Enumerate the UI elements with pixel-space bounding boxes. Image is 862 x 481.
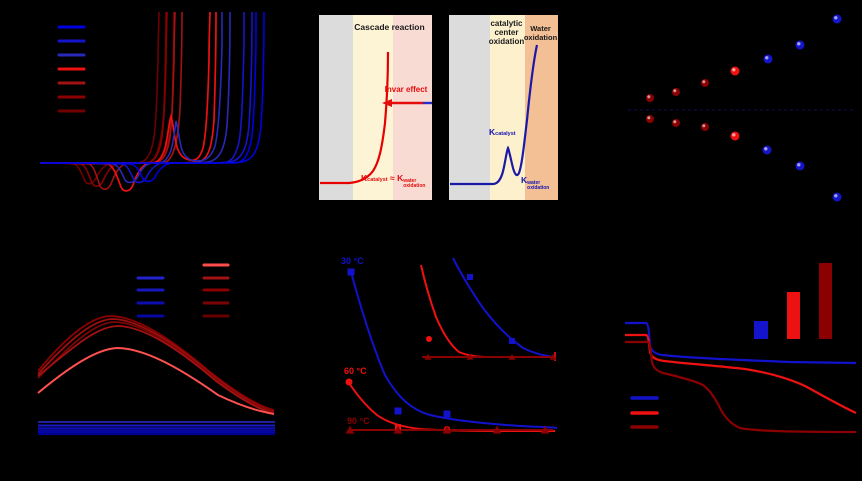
k-water-sub: water oxidation <box>527 180 550 191</box>
k-left-base: K <box>361 173 368 183</box>
scatter-point <box>701 79 709 87</box>
water-band-gray <box>449 15 490 200</box>
scatter-point <box>701 123 709 131</box>
water-title-right: Water oxidation <box>523 24 558 42</box>
k-equation-label: Kcatalyst ≈ Kwater oxidation <box>361 173 425 189</box>
bell-legend-red <box>202 263 230 318</box>
scatter-point <box>762 145 772 155</box>
retention-blue <box>625 321 857 365</box>
decay-marker <box>393 425 403 434</box>
k-water-label: Kwater oxidation <box>521 175 550 191</box>
scatter-points <box>646 14 842 202</box>
scatter-point <box>672 119 680 127</box>
bell-curve-darkred-1 <box>37 315 275 411</box>
temperature-label: 90 °C <box>347 416 370 426</box>
k-catalyst-label: Kcatalyst <box>489 127 516 137</box>
cv-curve-blue-1 <box>39 11 265 183</box>
retention-panel <box>625 263 857 434</box>
decay-marker <box>549 353 557 360</box>
scatter-point <box>730 66 740 76</box>
decay-marker <box>347 268 355 276</box>
scatter-point <box>646 94 654 102</box>
retention-darkred <box>625 340 857 434</box>
water-curve <box>450 44 539 186</box>
decay-marker <box>424 353 432 360</box>
decay-marker <box>345 378 353 386</box>
decay-marker <box>442 425 452 434</box>
decay-marker <box>394 407 402 415</box>
retention-bar <box>819 263 832 339</box>
cascade-title: Cascade reaction <box>354 22 425 32</box>
decay-marker <box>466 353 474 360</box>
water-curve-layer <box>450 44 539 186</box>
decay-marker <box>426 336 432 342</box>
inset-decay-blue <box>452 257 556 358</box>
water-schematic-panel: catalytic center oxidation Water oxidati… <box>449 15 558 200</box>
retention-bar <box>754 321 768 339</box>
approx-symbol: ≈ <box>390 173 395 183</box>
decay-marker <box>443 410 451 418</box>
scatter-point <box>646 115 654 123</box>
scatter-point <box>795 161 805 171</box>
bell-curve-darkred-2 <box>37 318 275 413</box>
cascade-band-gray <box>319 15 353 200</box>
cv-legend <box>57 25 86 113</box>
decay-marker <box>508 353 516 360</box>
decay-markers <box>345 268 557 434</box>
k-left-sub: catalyst <box>367 177 388 183</box>
water-title-left: catalytic center oxidation <box>488 19 525 46</box>
decay-marker <box>345 425 355 434</box>
k-right-base: K <box>397 173 404 183</box>
cascade-curve <box>320 51 390 185</box>
temperature-label: 60 °C <box>344 366 367 376</box>
cascade-band-pink <box>393 15 432 200</box>
scatter-point <box>672 88 680 96</box>
decay-marker <box>509 338 515 344</box>
decay-marker <box>467 274 473 280</box>
scatter-point <box>763 54 773 64</box>
scatter-point <box>730 131 740 141</box>
decay-panel: 30 °C 60 °C 90 °C <box>341 256 558 434</box>
cv-panel <box>39 11 265 192</box>
cascade-curve-layer <box>320 51 432 185</box>
retention-bars <box>754 263 832 339</box>
invar-arrow-head <box>382 99 392 107</box>
decay-temp-labels: 30 °C 60 °C 90 °C <box>341 256 370 426</box>
cv-curve-darkred-2 <box>39 11 175 187</box>
bell-panel <box>37 263 275 436</box>
water-band-orange <box>525 15 558 200</box>
inset-decay-red <box>420 264 553 358</box>
scatter-point <box>832 14 842 24</box>
decay-marker <box>540 425 550 434</box>
cascade-schematic-panel: Cascade reaction Invar effect Kcatalyst … <box>319 15 432 200</box>
retention-legend <box>630 396 659 429</box>
scatter-point <box>832 192 842 202</box>
decay-red-60C <box>348 382 556 432</box>
invar-effect-label: Invar effect <box>384 85 428 94</box>
retention-red <box>625 333 857 414</box>
retention-bar <box>787 292 800 339</box>
decay-blue-30C <box>350 271 558 429</box>
bell-legend-blue <box>136 276 165 318</box>
bell-curve-darkred-4 <box>37 325 275 415</box>
scatter-point <box>795 40 805 50</box>
temperature-label: 30 °C <box>341 256 364 266</box>
bell-curve-salmon <box>37 346 275 415</box>
scatter-panel <box>628 14 856 202</box>
k-right-sub: water oxidation <box>403 178 426 189</box>
decay-marker <box>492 425 502 434</box>
